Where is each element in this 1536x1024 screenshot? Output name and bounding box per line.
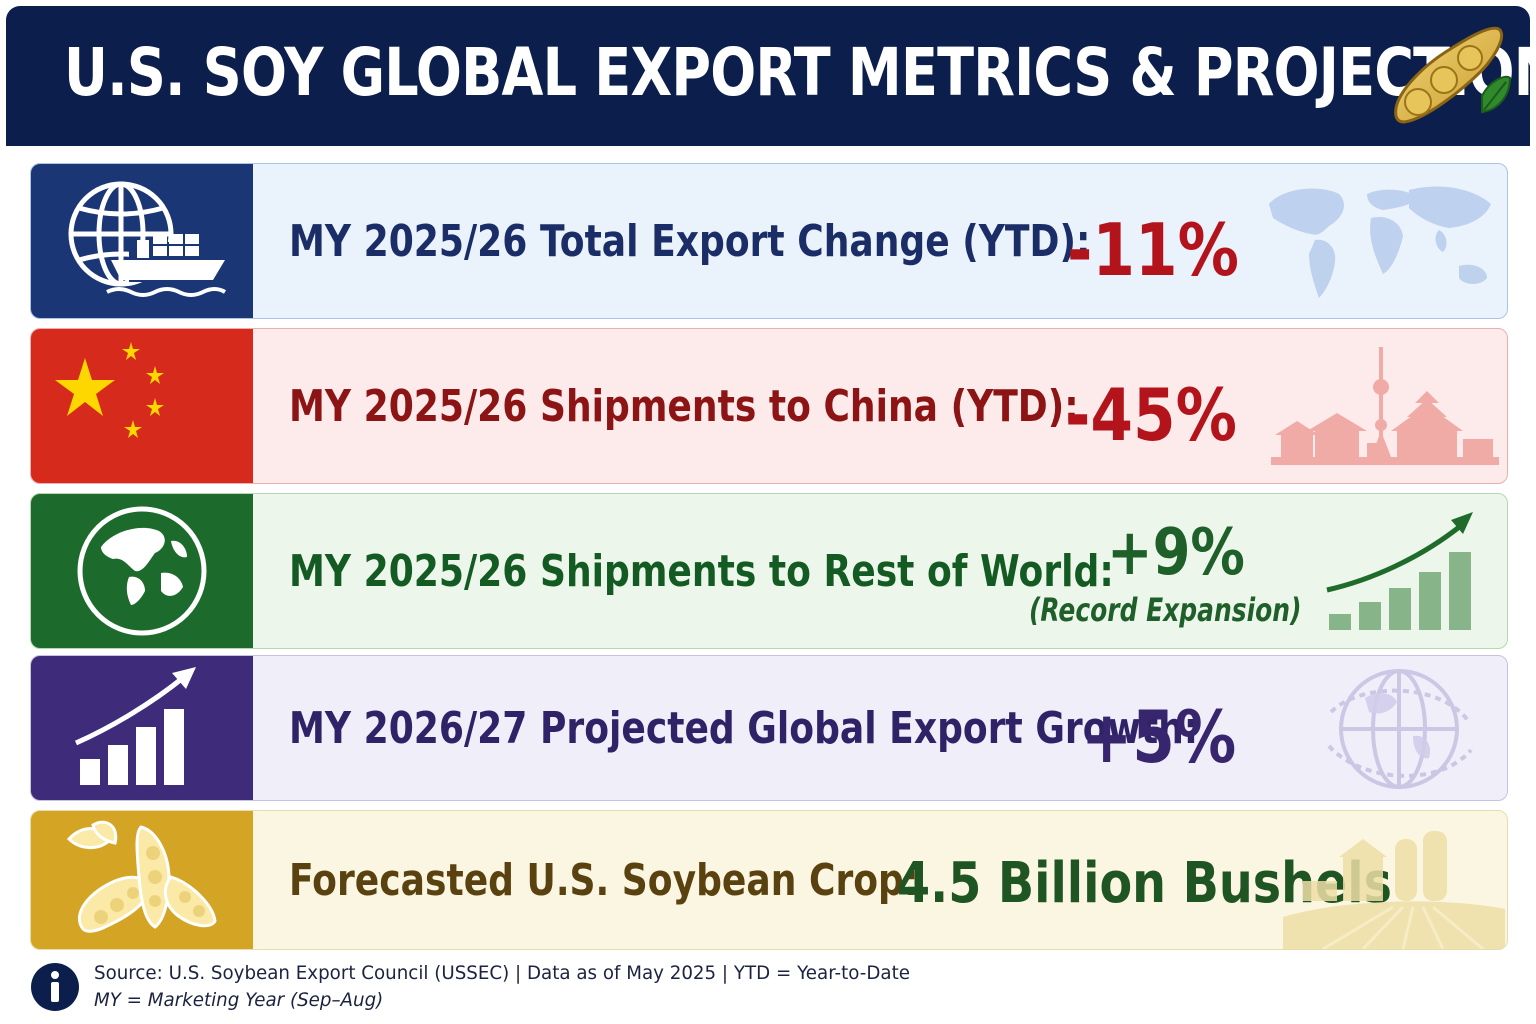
metric-value: -11% — [1067, 208, 1239, 292]
metric-row-total-export: MY 2025/26 Total Export Change (YTD): -1… — [30, 163, 1508, 319]
row-icon-panel — [31, 656, 253, 800]
metric-label: MY 2026/27 Projected Global Export Growt… — [289, 703, 1199, 754]
earth-globe-icon — [77, 506, 207, 636]
footer-note: MY = Marketing Year (Sep–Aug) — [94, 989, 384, 1011]
footer-source: Source: U.S. Soybean Export Council (USS… — [94, 962, 910, 984]
row-icon-panel — [31, 329, 253, 483]
metric-label: Forecasted U.S. Soybean Crop: — [289, 855, 919, 906]
row-icon-panel — [31, 164, 253, 318]
info-icon — [31, 963, 79, 1011]
metric-label: MY 2025/26 Shipments to Rest of World: — [289, 546, 1114, 597]
metric-value: -45% — [1065, 373, 1237, 457]
network-globe-icon — [1327, 669, 1473, 789]
metric-subtext: (Record Expansion) — [1029, 591, 1302, 629]
row-icon-panel — [31, 494, 253, 648]
growth-bar-chart-icon — [1326, 512, 1473, 630]
china-skyline-icon — [1271, 347, 1499, 465]
rising-bar-chart-icon — [74, 667, 196, 785]
metric-label: MY 2025/26 Shipments to China (YTD): — [289, 381, 1079, 432]
metric-value: +5% — [1081, 695, 1237, 779]
metric-row-projected-growth: MY 2026/27 Projected Global Export Growt… — [30, 655, 1508, 801]
metric-row-soybean-crop: Forecasted U.S. Soybean Crop: 4.5 Billio… — [30, 810, 1508, 950]
farm-field-icon — [1283, 831, 1505, 949]
china-flag-icon — [55, 342, 164, 438]
metric-label: MY 2025/26 Total Export Change (YTD): — [289, 216, 1091, 267]
page-title: U.S. SOY GLOBAL EXPORT METRICS & PROJECT… — [64, 34, 1536, 111]
metric-value: +9% — [1107, 516, 1245, 590]
metric-row-china-shipments: MY 2025/26 Shipments to China (YTD): -45… — [30, 328, 1508, 484]
globe-cargo-ship-icon — [68, 181, 227, 297]
soybean-plant-icon — [66, 820, 217, 933]
soybean-pod-icon — [1394, 26, 1512, 124]
world-map-icon — [1269, 186, 1491, 298]
header-banner: U.S. SOY GLOBAL EXPORT METRICS & PROJECT… — [6, 6, 1536, 146]
metric-row-rest-of-world: MY 2025/26 Shipments to Rest of World: +… — [30, 493, 1508, 649]
row-icon-panel — [31, 811, 253, 949]
